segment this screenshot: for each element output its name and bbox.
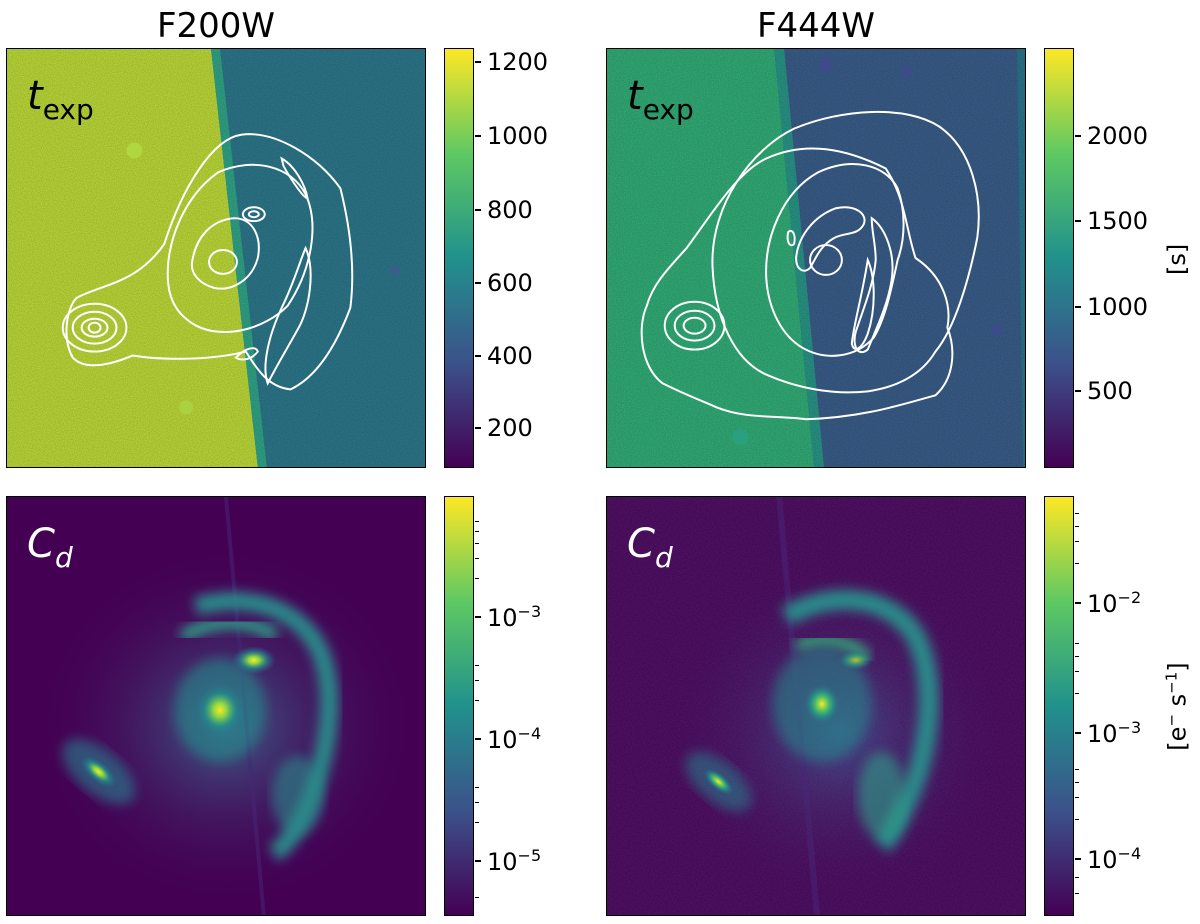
label-sub: exp (642, 93, 694, 126)
panel-f444w-count-rate: Cd (606, 496, 1026, 916)
panel-f200w-exposure-map: texp (6, 48, 426, 468)
label-main: C (627, 521, 655, 567)
panel-label-cd: Cd (627, 521, 673, 574)
galaxy-image (7, 497, 425, 915)
tick-label: 500 (1087, 377, 1133, 405)
galaxy-image (607, 497, 1025, 915)
exposure-map-image (7, 49, 425, 467)
column-title-f200w: F200W (156, 6, 276, 46)
tick-label: 400 (487, 342, 533, 370)
tick-label: 1000 (1087, 293, 1149, 321)
tick-label: 10−5 (487, 846, 542, 876)
colorbar-f444w-exposure: 500 1000 1500 2000 (1044, 48, 1148, 468)
label-sub: d (54, 541, 73, 574)
tick-label: 200 (487, 414, 533, 442)
tick-label: 10−3 (487, 602, 542, 632)
tick-label: 10−2 (1087, 588, 1142, 618)
tick-label: 1500 (1087, 207, 1149, 235)
panel-f200w-count-rate: Cd (6, 496, 426, 916)
column-title-f444w: F444W (756, 6, 876, 46)
colorbar-f200w-exposure: 200 400 600 800 1000 1200 (444, 48, 548, 468)
contour-lines (61, 133, 354, 391)
panel-f444w-exposure-map: texp (606, 48, 1026, 468)
tick-label: 600 (487, 269, 533, 297)
tick-label: 10−4 (487, 724, 542, 754)
tick-label: 2000 (1087, 122, 1149, 150)
panel-label-texp: texp (627, 73, 694, 126)
exposure-map-image (607, 49, 1025, 467)
colorbar-f200w-count-rate: 10−5 10−4 10−3 (444, 496, 541, 916)
label-sub: exp (42, 93, 94, 126)
colorbar-unit-seconds: [s] (1163, 243, 1191, 275)
panel-label-texp: texp (27, 73, 94, 126)
contour-lines (640, 110, 980, 421)
colorbar-f444w-count-rate: 10−4 10−3 10−2 (1044, 496, 1141, 916)
tick-label: 800 (487, 196, 533, 224)
colorbar-unit-count-rate: [e− s−1] (1162, 662, 1192, 751)
label-main: t (27, 73, 43, 119)
tick-label: 10−3 (1087, 718, 1142, 748)
tick-label: 1200 (487, 48, 549, 76)
label-sub: d (654, 541, 673, 574)
label-main: t (627, 73, 643, 119)
panel-label-cd: Cd (27, 521, 73, 574)
tick-label: 10−4 (1087, 844, 1142, 874)
tick-label: 1000 (487, 122, 549, 150)
label-main: C (27, 521, 55, 567)
